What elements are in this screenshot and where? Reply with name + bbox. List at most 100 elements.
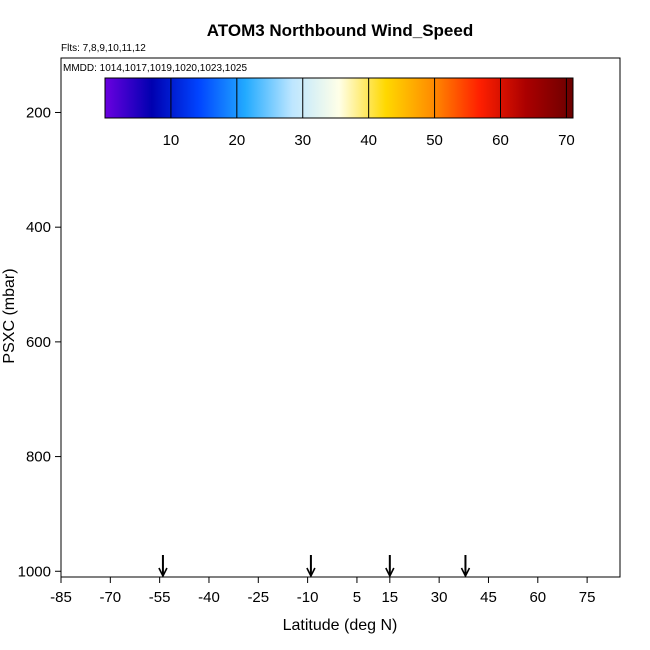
sample-point	[494, 358, 499, 363]
sample-point	[153, 197, 158, 202]
y-tick-label: 1000	[18, 563, 51, 580]
sample-point	[145, 209, 150, 214]
sample-point	[214, 278, 219, 283]
sample-point	[295, 206, 300, 211]
sample-point	[163, 253, 168, 258]
sample-point	[102, 198, 107, 203]
sample-point	[185, 139, 190, 144]
sample-point	[143, 213, 148, 218]
sample-point	[407, 547, 412, 552]
sample-point	[389, 527, 394, 532]
x-axis-label: Latitude (deg N)	[283, 617, 398, 634]
sample-point	[297, 318, 302, 323]
sample-point	[358, 311, 363, 316]
sample-point	[146, 341, 151, 346]
x-tick-label: 15	[381, 589, 398, 606]
sample-point	[539, 155, 544, 160]
sample-point	[403, 260, 408, 265]
sample-point	[104, 127, 109, 132]
sample-point	[386, 438, 391, 443]
sample-point	[93, 408, 98, 413]
sample-point	[587, 370, 592, 375]
sample-point	[172, 217, 177, 222]
colorbar-gradient	[104, 77, 574, 119]
sample-point	[269, 174, 274, 179]
sample-point	[100, 278, 105, 283]
sample-point	[475, 413, 480, 418]
sample-point	[568, 307, 573, 312]
sample-point	[123, 170, 128, 175]
sample-point	[366, 255, 371, 260]
sample-point	[461, 375, 466, 380]
sample-point	[406, 478, 411, 483]
sample-point	[421, 360, 426, 365]
x-tick-label: 60	[529, 589, 546, 606]
sample-point	[556, 483, 561, 488]
x-tick-label: -85	[50, 589, 72, 606]
sample-point	[590, 204, 595, 209]
sample-point	[271, 169, 276, 174]
sample-point	[202, 304, 207, 309]
sample-point	[134, 254, 139, 259]
sample-point	[127, 251, 132, 256]
sample-point	[390, 487, 395, 492]
sample-point	[279, 227, 284, 232]
sample-point	[192, 194, 197, 199]
sample-point	[269, 408, 274, 413]
sample-point	[461, 208, 466, 213]
sample-point	[470, 408, 475, 413]
sample-point	[223, 388, 228, 393]
sample-point	[206, 298, 211, 303]
sample-point	[159, 484, 164, 489]
sample-point	[279, 479, 284, 484]
x-tick-label: 75	[579, 589, 596, 606]
sample-point	[352, 133, 357, 138]
sample-point	[444, 491, 449, 496]
sample-point	[358, 199, 363, 204]
sample-point	[170, 485, 175, 490]
sample-point	[237, 518, 242, 523]
sample-point	[148, 494, 153, 499]
sample-point	[104, 190, 109, 195]
sample-point	[583, 354, 588, 359]
sample-point	[392, 534, 397, 539]
sample-point	[315, 321, 320, 326]
sample-point	[350, 328, 355, 333]
sample-point	[281, 441, 286, 446]
sample-point	[396, 306, 401, 311]
sample-point	[541, 411, 546, 416]
sample-point	[129, 299, 134, 304]
sample-point	[113, 154, 118, 159]
colorbar-tick-label: 20	[228, 132, 245, 149]
sample-point	[157, 145, 162, 150]
sample-point	[235, 170, 240, 175]
sample-point	[307, 320, 312, 325]
sample-point	[253, 479, 258, 484]
arrow-head	[306, 567, 316, 578]
x-tick-label: -70	[99, 589, 121, 606]
sample-point	[172, 349, 177, 354]
chart-title: ATOM3 Northbound Wind_Speed	[207, 21, 473, 40]
sample-point	[580, 352, 585, 357]
sample-point	[216, 357, 221, 362]
y-tick-label: 600	[26, 334, 51, 351]
sample-point	[289, 447, 294, 452]
colorbar-tick-label: 50	[426, 132, 443, 149]
sample-point	[156, 508, 161, 513]
x-tick-label: -25	[247, 589, 269, 606]
sample-point	[176, 329, 181, 334]
sample-point	[488, 124, 493, 129]
sample-point	[122, 364, 127, 369]
sample-point	[386, 204, 391, 209]
sample-point	[94, 356, 99, 361]
sample-point	[286, 351, 291, 356]
sample-point	[260, 200, 265, 205]
sample-point	[490, 544, 495, 549]
sample-point	[250, 457, 255, 462]
colorbar-tick-label: 60	[492, 132, 509, 149]
sample-point	[542, 504, 547, 509]
sample-point	[411, 402, 416, 407]
sample-point	[241, 425, 246, 430]
sample-point	[376, 360, 381, 365]
sample-point	[343, 312, 348, 317]
